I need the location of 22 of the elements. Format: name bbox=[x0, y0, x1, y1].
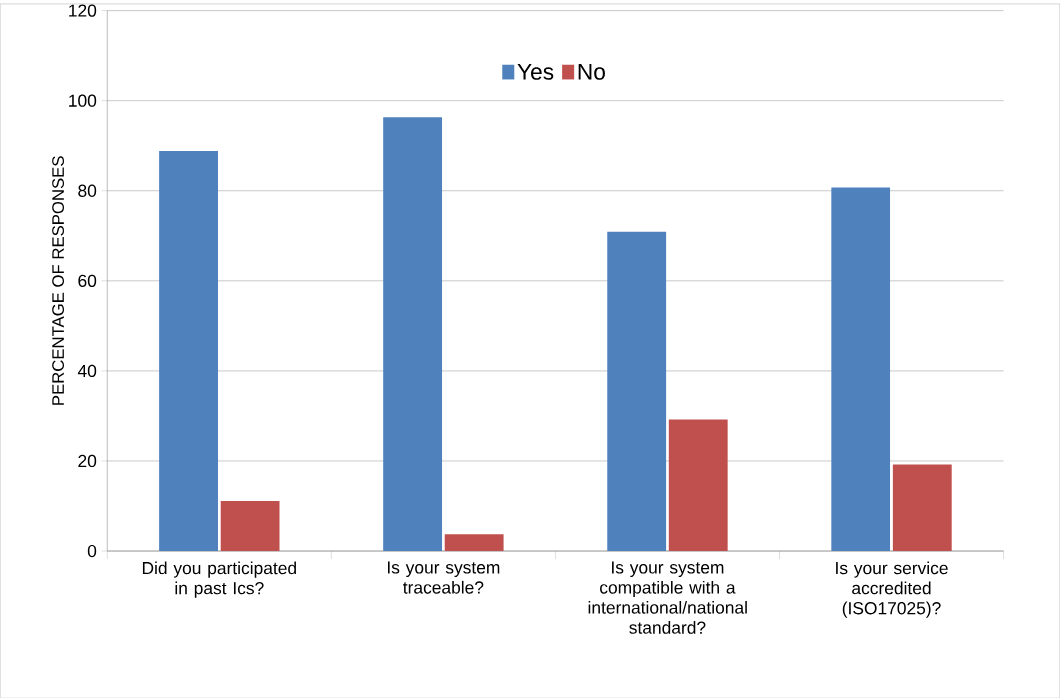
y-tick-label: 20 bbox=[78, 454, 97, 467]
x-tick-label: Is your service accredited (ISO17025)? bbox=[836, 561, 948, 618]
legend-label: No bbox=[578, 63, 605, 80]
bar bbox=[383, 117, 443, 551]
x-tick-label: Is your system traceable? bbox=[387, 561, 500, 594]
bar bbox=[607, 231, 667, 551]
y-tick-label: 0 bbox=[87, 544, 97, 557]
bar bbox=[220, 500, 280, 551]
y-tick-label: 60 bbox=[78, 274, 97, 287]
bar bbox=[159, 150, 218, 551]
bar bbox=[668, 419, 728, 551]
x-tick-label: Is your system compatible with a international/national standard? bbox=[588, 561, 747, 634]
bar bbox=[831, 187, 891, 551]
y-axis-title: PERCENTAGE OF RESPONSES bbox=[52, 156, 65, 405]
y-tick-label: 80 bbox=[78, 184, 97, 197]
bar bbox=[892, 464, 952, 551]
legend-label: Yes bbox=[517, 63, 554, 80]
y-tick-label: 120 bbox=[69, 4, 97, 17]
y-tick-label: 100 bbox=[69, 94, 97, 107]
bar bbox=[444, 534, 504, 551]
y-tick-label: 40 bbox=[77, 364, 97, 377]
x-tick-label: Did you participated in past Ics? bbox=[142, 561, 296, 598]
